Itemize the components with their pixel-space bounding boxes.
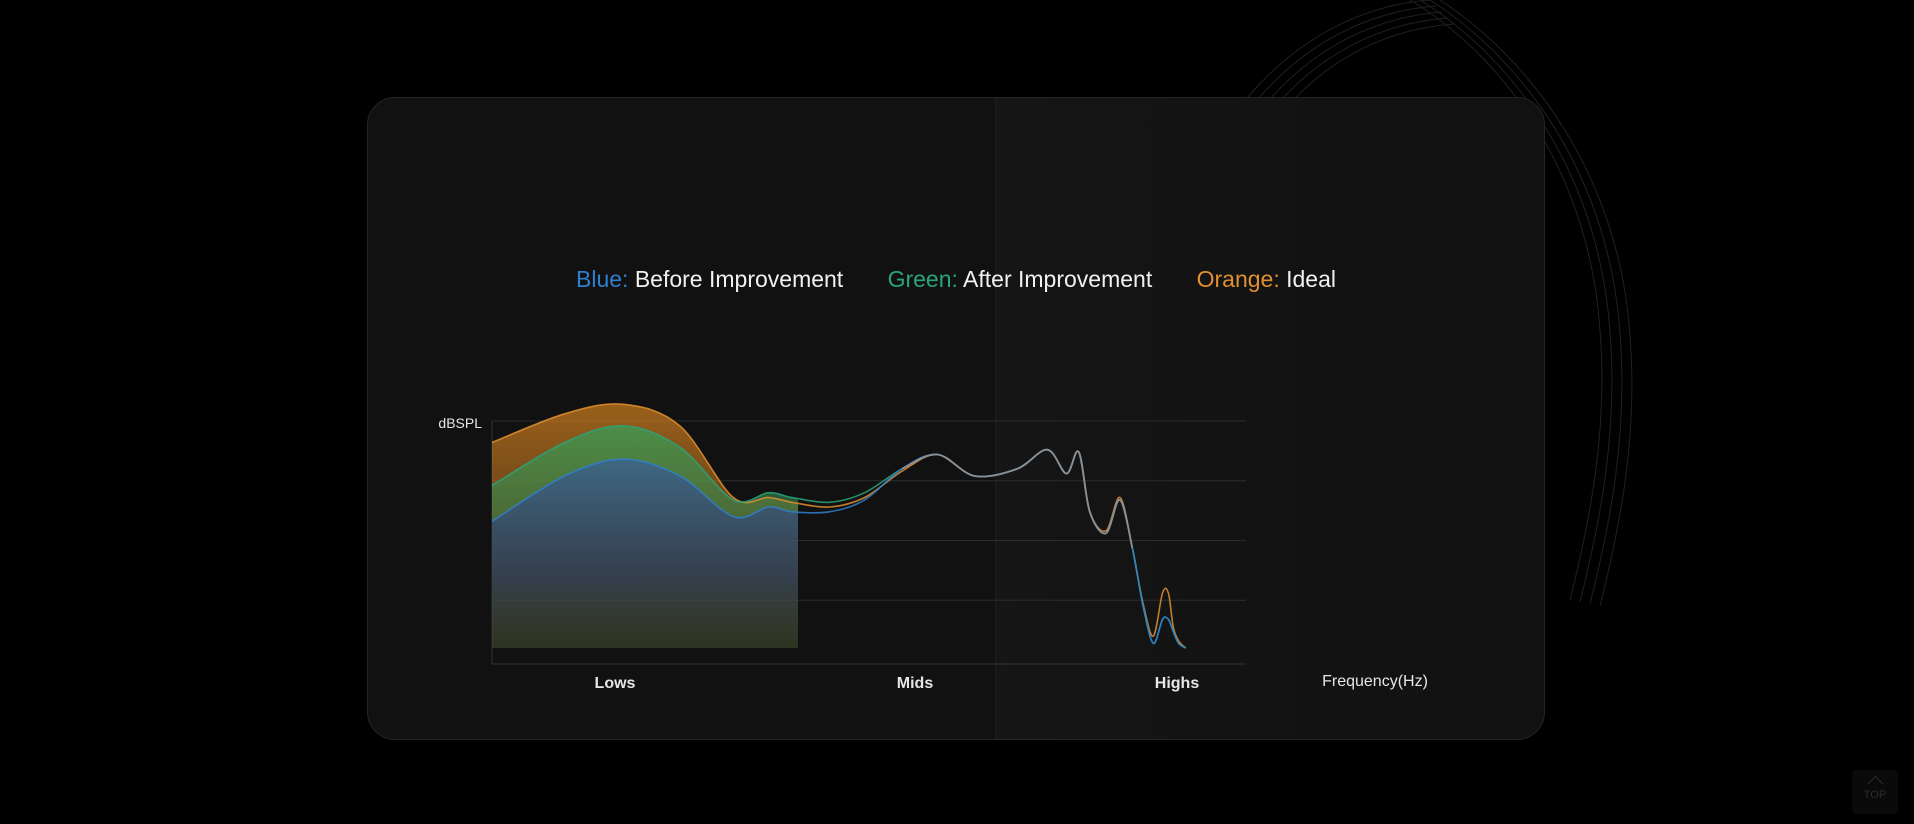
legend-label: After Improvement [963, 266, 1153, 292]
frequency-response-chart: dBSPL Frequency(Hz) Lows Mids Highs [438, 403, 1428, 692]
legend-item-green: Green: After Improvement [888, 266, 1153, 293]
back-to-top-label: TOP [1863, 789, 1887, 801]
legend-item-blue: Blue: Before Improvement [576, 266, 843, 293]
series-before-area [492, 459, 798, 648]
region-label-mids: Mids [897, 675, 934, 692]
x-axis-label: Frequency(Hz) [1322, 673, 1428, 690]
legend-label: Ideal [1286, 266, 1336, 292]
legend-key: Green: [887, 266, 958, 292]
y-axis-label: dBSPL [438, 415, 482, 431]
legend-key: Blue: [576, 266, 629, 292]
card-shade [995, 98, 1544, 739]
legend-item-orange: Orange: Ideal [1197, 266, 1336, 293]
legend-label: Before Improvement [634, 266, 844, 292]
shared-response-line [901, 448, 1134, 548]
chart-legend: Blue: Before Improvement Green: After Im… [368, 266, 1544, 293]
legend-key: Orange: [1196, 266, 1280, 292]
chart-card: Blue: Before Improvement Green: After Im… [367, 97, 1545, 740]
back-to-top-button[interactable]: TOP [1852, 770, 1898, 814]
region-label-lows: Lows [595, 675, 636, 692]
region-label-highs: Highs [1155, 675, 1200, 692]
